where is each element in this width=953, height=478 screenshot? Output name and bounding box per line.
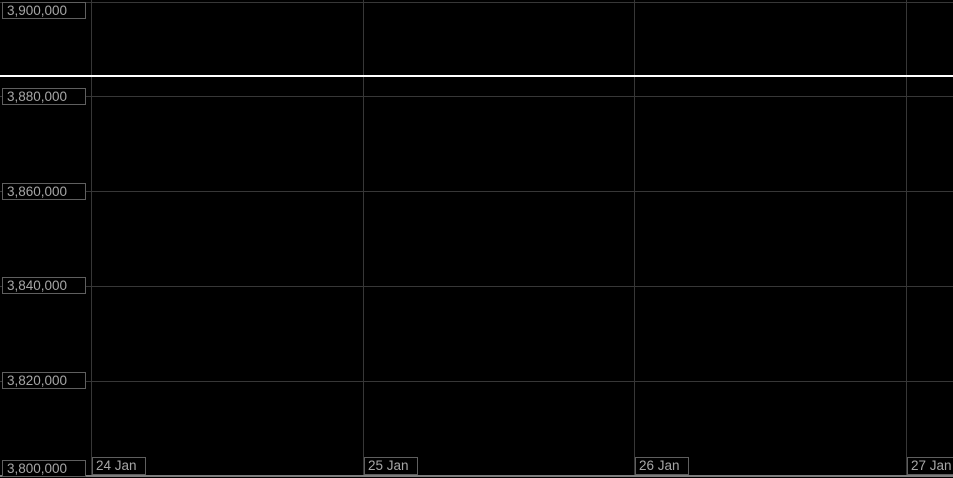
v-gridline bbox=[906, 0, 907, 476]
x-axis-tick-label: 25 Jan bbox=[364, 457, 418, 475]
current-price-line bbox=[0, 75, 953, 77]
y-axis-tick-label: 3,820,000 bbox=[2, 372, 86, 389]
plot-area[interactable] bbox=[91, 0, 953, 475]
x-axis-line bbox=[0, 475, 953, 477]
y-axis-tick-label: 3,840,000 bbox=[2, 277, 86, 294]
h-gridline bbox=[0, 381, 953, 382]
v-gridline bbox=[634, 0, 635, 476]
x-axis-tick-label: 27 Jan bbox=[907, 457, 953, 475]
v-gridline bbox=[91, 0, 92, 476]
h-gridline bbox=[0, 191, 953, 192]
h-gridline bbox=[0, 2, 953, 3]
y-axis-tick-label: 3,800,000 bbox=[2, 460, 86, 477]
x-axis-tick-label: 26 Jan bbox=[635, 457, 689, 475]
x-axis-tick-label: 24 Jan bbox=[92, 457, 146, 475]
y-axis-tick-label: 3,900,000 bbox=[2, 2, 86, 19]
y-axis-tick-label: 3,880,000 bbox=[2, 88, 86, 105]
v-gridline bbox=[363, 0, 364, 476]
y-axis-tick-label: 3,860,000 bbox=[2, 183, 86, 200]
h-gridline bbox=[0, 286, 953, 287]
h-gridline bbox=[0, 96, 953, 97]
